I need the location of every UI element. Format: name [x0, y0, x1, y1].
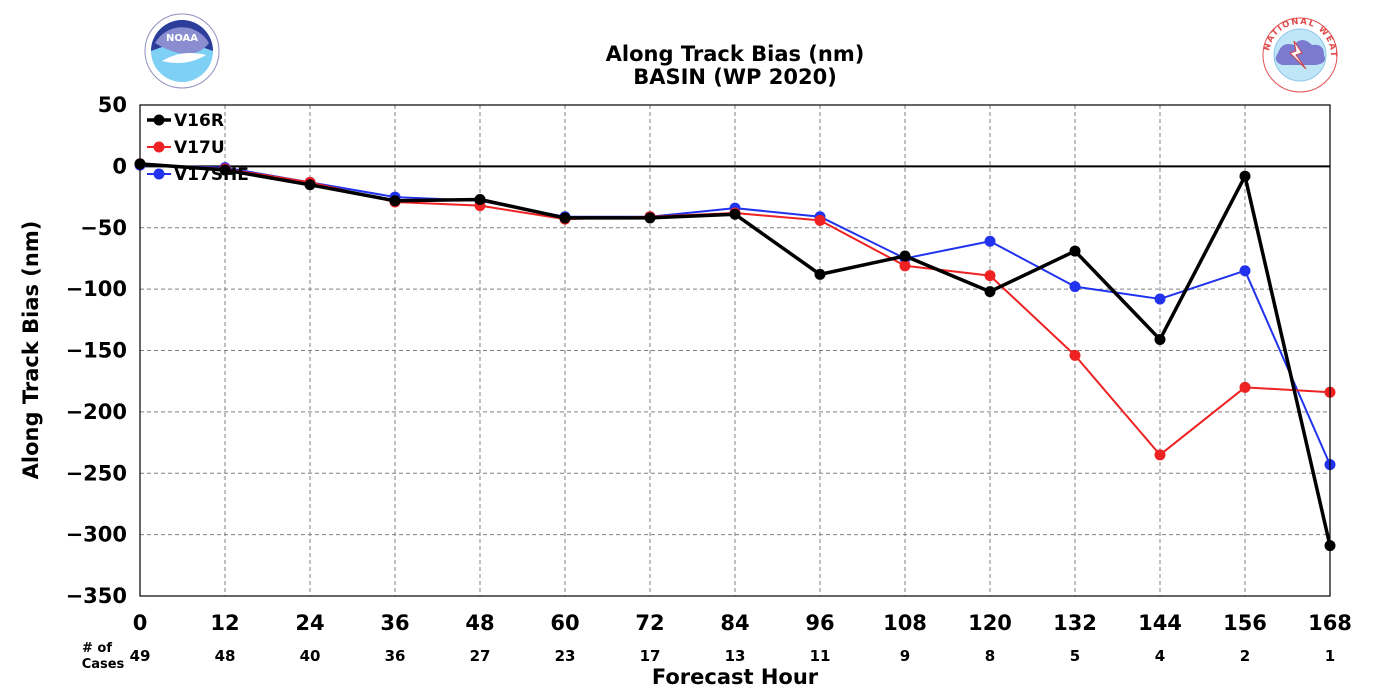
x-tick-label: 72	[635, 611, 664, 635]
case-count-label: 1	[1325, 647, 1335, 665]
data-point	[984, 270, 996, 282]
y-tick-label: 50	[98, 93, 127, 117]
data-point	[1069, 245, 1081, 257]
legend-item-v16r: V16R	[147, 111, 224, 131]
case-count-label: 17	[640, 647, 661, 665]
x-tick-label: 0	[133, 611, 148, 635]
case-count-label: 13	[725, 647, 746, 665]
data-point	[984, 235, 996, 247]
x-axis-label: Forecast Hour	[652, 665, 819, 689]
noaa-logo-text: NOAA	[166, 33, 198, 44]
legend-label: V16R	[174, 111, 224, 131]
data-point	[1239, 265, 1251, 277]
x-tick-label: 60	[550, 611, 579, 635]
cases-header-line1: # of	[82, 641, 112, 656]
data-point	[1154, 293, 1166, 305]
case-count-label: 9	[900, 647, 910, 665]
x-tick-label: 24	[295, 611, 324, 635]
x-tick-label: 12	[210, 611, 239, 635]
data-point	[304, 179, 316, 191]
data-point	[814, 214, 826, 226]
x-tick-label: 96	[805, 611, 834, 635]
y-tick-labels: 50 0 −50 −100 −150 −200 −250 −300 −350	[66, 93, 127, 608]
grid-layer	[139, 104, 1331, 597]
x-tick-label: 168	[1308, 611, 1352, 635]
chart-title: Along Track Bias (nm)	[606, 42, 865, 66]
data-point	[474, 194, 486, 206]
data-point	[1154, 449, 1166, 461]
y-tick-label: −300	[66, 523, 127, 547]
legend: V16R V17U V17SHE	[147, 111, 249, 185]
noaa-logo-icon: NOAA	[144, 13, 220, 89]
legend-swatch-marker	[153, 114, 165, 126]
case-count-label: 27	[470, 647, 491, 665]
data-point	[899, 250, 911, 262]
legend-label: V17U	[174, 138, 225, 158]
legend-swatch-marker	[153, 168, 165, 180]
data-point	[1239, 170, 1251, 182]
y-tick-label: −250	[66, 461, 127, 485]
y-tick-label: −150	[66, 339, 127, 363]
x-tick-label: 108	[883, 611, 927, 635]
case-count-label: 36	[385, 647, 406, 665]
legend-swatch-marker	[153, 141, 165, 153]
data-point	[814, 268, 826, 280]
legend-item-v17u: V17U	[147, 138, 225, 158]
y-tick-label: −350	[66, 584, 127, 608]
case-count-label: 48	[215, 647, 236, 665]
case-count-label: 40	[300, 647, 321, 665]
y-axis-label: Along Track Bias (nm)	[19, 221, 43, 480]
legend-label: V17SHE	[174, 165, 249, 185]
x-tick-labels: 0 12 24 36 48 60 72 84 96 108 120 132 144 156 168	[133, 611, 1352, 635]
data-point	[729, 208, 741, 220]
case-count-label: 49	[130, 647, 151, 665]
chart-subtitle: BASIN (WP 2020)	[633, 65, 837, 89]
case-count-label: 23	[555, 647, 576, 665]
data-point	[984, 286, 996, 298]
data-point	[559, 212, 571, 224]
series-line	[139, 162, 1332, 547]
x-tick-label: 36	[380, 611, 409, 635]
x-tick-label: 156	[1223, 611, 1267, 635]
series-v16r	[134, 158, 1336, 552]
data-point	[899, 260, 911, 272]
y-tick-label: 0	[112, 154, 127, 178]
y-tick-label: −200	[66, 400, 127, 424]
data-point	[1154, 333, 1166, 345]
y-tick-label: −100	[66, 277, 127, 301]
data-point	[219, 164, 231, 176]
y-tick-label: −50	[80, 216, 127, 240]
nws-logo-icon: NATIONAL WEATHER SERVICE	[1262, 17, 1338, 93]
case-count-label: 4	[1155, 647, 1165, 665]
case-count-label: 11	[810, 647, 831, 665]
x-tick-label: 48	[465, 611, 494, 635]
x-tick-label: 144	[1138, 611, 1182, 635]
plot-frame	[139, 104, 1331, 597]
legend-item-v17she: V17SHE	[147, 165, 249, 185]
case-count-label: 8	[985, 647, 995, 665]
data-point	[1069, 349, 1081, 361]
cases-row: 49 48 40 36 27 23 17 13 11 9 8 5 4 2 1	[130, 647, 1336, 665]
data-point	[644, 212, 656, 224]
cases-header-line2: Cases	[82, 657, 125, 672]
data-point	[1239, 381, 1251, 393]
x-tick-label: 84	[720, 611, 749, 635]
x-tick-label: 132	[1053, 611, 1097, 635]
data-point	[1069, 281, 1081, 293]
series-layer	[134, 158, 1336, 552]
x-tick-label: 120	[968, 611, 1012, 635]
case-count-label: 2	[1240, 647, 1250, 665]
data-point	[389, 195, 401, 207]
case-count-label: 5	[1070, 647, 1080, 665]
